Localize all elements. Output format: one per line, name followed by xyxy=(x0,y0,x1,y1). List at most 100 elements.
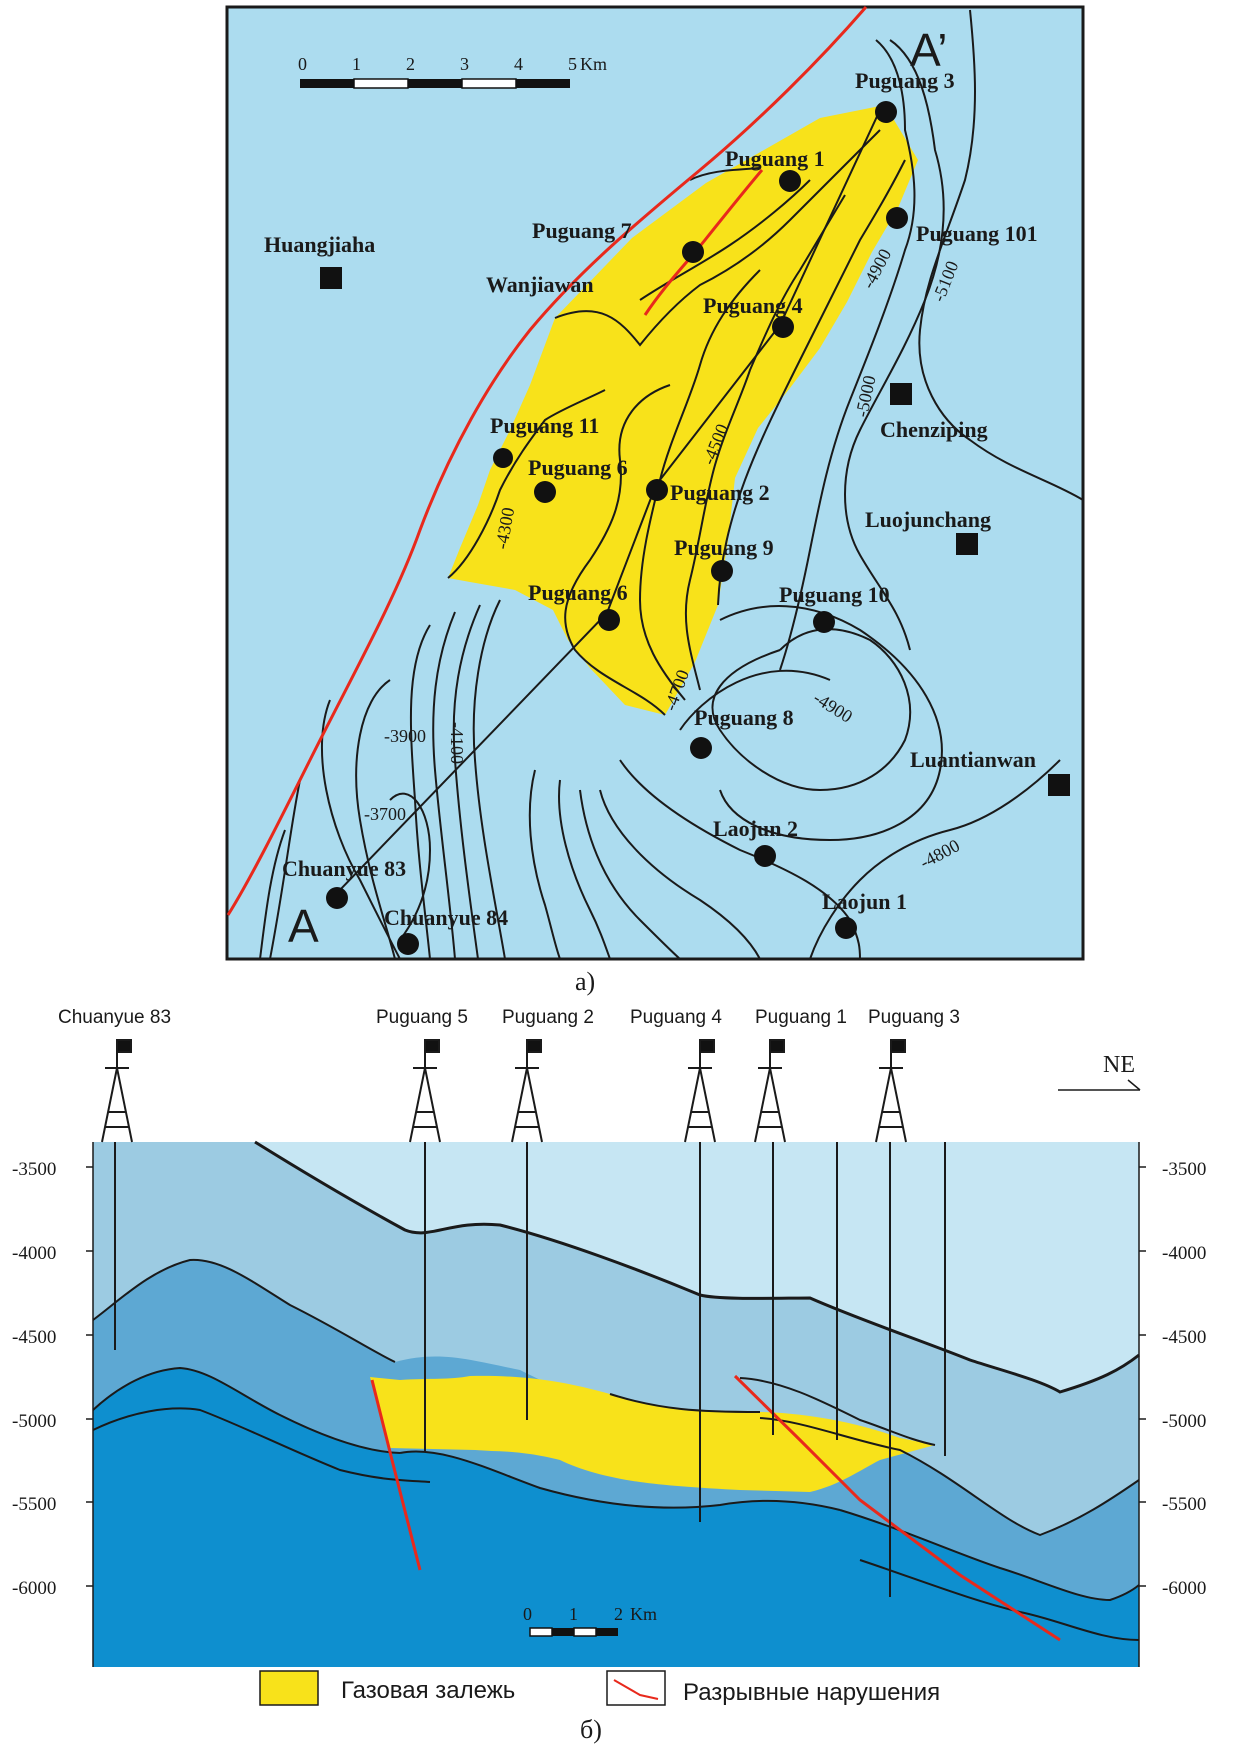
section-end-label: A’ xyxy=(910,24,948,76)
town-marker xyxy=(1048,774,1070,796)
section-gas-reservoir xyxy=(370,1375,935,1492)
section-layer-4 xyxy=(93,1368,1139,1667)
section-scale-tick: 0 xyxy=(523,1604,532,1624)
contour-label: -4100 xyxy=(447,722,467,764)
well-label: Puguang 101 xyxy=(916,221,1038,246)
well-label: Chuanyue 84 xyxy=(384,905,508,930)
north-east-arrow: NE xyxy=(1058,1052,1141,1091)
well-marker xyxy=(326,887,348,909)
y-tick-label: -4500 xyxy=(1162,1327,1206,1348)
derrick xyxy=(409,1039,441,1143)
y-tick-label: -5000 xyxy=(1162,1411,1206,1432)
y-tick-label: -4500 xyxy=(12,1327,56,1348)
y-tick-label: -3500 xyxy=(12,1159,56,1180)
map-scale-tick: 5 xyxy=(568,54,577,74)
town-label: Huangjiaha xyxy=(264,232,375,257)
well-marker xyxy=(779,170,801,192)
legend-fault-swatch xyxy=(606,1670,666,1706)
contour-lines xyxy=(259,9,1084,960)
contour-label: -3700 xyxy=(364,804,406,824)
well-label: Puguang 7 xyxy=(532,218,632,243)
well-marker xyxy=(886,207,908,229)
well-marker xyxy=(397,933,419,955)
well-label: Puguang 4 xyxy=(703,293,803,318)
section-start-label: A xyxy=(288,900,319,952)
well-label: Puguang 2 xyxy=(670,480,770,505)
well-marker xyxy=(754,845,776,867)
town-label: Luojunchang xyxy=(865,507,991,532)
section-well-label: Puguang 2 xyxy=(502,1007,594,1028)
legend-fault-line xyxy=(613,1679,659,1700)
structure-map: 0 1 2 3 4 5 Km A A’ xyxy=(225,5,1085,996)
town-markers xyxy=(320,267,1070,796)
y-tick-label: -4000 xyxy=(1162,1243,1206,1264)
legend-fault-label: Разрывные нарушения xyxy=(683,1679,940,1706)
derricks xyxy=(101,1039,907,1143)
section-well-label: Puguang 3 xyxy=(868,1007,960,1028)
well-markers xyxy=(326,101,908,955)
section-caption: б) xyxy=(580,1715,602,1744)
section-well-label: Puguang 1 xyxy=(755,1007,847,1028)
well-marker xyxy=(835,917,857,939)
well-label: Puguang 1 xyxy=(725,146,825,171)
map-scale-unit: Km xyxy=(580,54,607,74)
well-label: Puguang 11 xyxy=(490,413,599,438)
well-marker xyxy=(598,609,620,631)
legend-gas-label: Газовая залежь xyxy=(341,1677,515,1704)
well-marker xyxy=(682,241,704,263)
map-scale-tick: 4 xyxy=(514,54,523,74)
section-well-label: Puguang 4 xyxy=(630,1007,722,1028)
well-label: Puguang 3 xyxy=(855,68,955,93)
map-scale-tick: 2 xyxy=(406,54,415,74)
legend: Газовая залежь Разрывные нарушения xyxy=(259,1670,940,1706)
town-label: Chenziping xyxy=(880,417,988,442)
well-label: Chuanyue 83 xyxy=(282,856,406,881)
section-well-label: Puguang 5 xyxy=(376,1007,468,1028)
y-axis-right xyxy=(1138,1142,1146,1667)
cross-section: Chuanyue 83 Puguang 5 Puguang 2 Puguang … xyxy=(12,1007,1206,1667)
well-marker xyxy=(493,448,513,468)
well-label: Puguang 10 xyxy=(779,582,890,607)
direction-label: NE xyxy=(1103,1052,1135,1078)
derrick xyxy=(875,1039,907,1143)
derrick xyxy=(684,1039,716,1143)
gas-field-area xyxy=(448,105,918,715)
map-scale-tick: 0 xyxy=(298,54,307,74)
y-tick-label: -6000 xyxy=(1162,1578,1206,1599)
y-tick-label: -4000 xyxy=(12,1243,56,1264)
well-marker xyxy=(813,611,835,633)
well-marker xyxy=(534,481,556,503)
section-scale-tick: 2 xyxy=(614,1604,623,1624)
legend-gas-swatch xyxy=(259,1670,319,1706)
town-marker xyxy=(320,267,342,289)
contour-label: -3900 xyxy=(384,726,426,746)
section-scale-bar: 0 1 2 Km xyxy=(523,1604,657,1637)
map-scale-tick: 1 xyxy=(352,54,361,74)
town-label: Luantianwan xyxy=(910,747,1036,772)
derrick xyxy=(101,1039,133,1143)
well-marker xyxy=(772,316,794,338)
section-well-bores xyxy=(114,1142,946,1597)
fault-lines xyxy=(226,6,868,916)
well-marker xyxy=(875,101,897,123)
section-scale-tick: 1 xyxy=(569,1604,578,1624)
map-caption: а) xyxy=(575,967,595,996)
well-label: Puguang 6 xyxy=(528,580,628,605)
y-tick-label: -6000 xyxy=(12,1578,56,1599)
map-scale-bar: 0 1 2 3 4 5 Km xyxy=(298,54,607,89)
well-label: Laojun 2 xyxy=(713,816,798,841)
well-label: Laojun 1 xyxy=(822,889,907,914)
section-faults xyxy=(370,1374,1061,1642)
y-tick-label: -5500 xyxy=(1162,1494,1206,1515)
y-tick-label: -5500 xyxy=(12,1494,56,1515)
well-label: Puguang 8 xyxy=(694,705,794,730)
derrick xyxy=(754,1039,786,1143)
section-scale-unit: Km xyxy=(630,1604,657,1624)
well-marker xyxy=(711,560,733,582)
section-well-label: Chuanyue 83 xyxy=(58,1007,171,1028)
derrick xyxy=(511,1039,543,1143)
well-marker xyxy=(690,737,712,759)
well-label: Puguang 6 xyxy=(528,455,628,480)
y-axis-left xyxy=(86,1142,94,1667)
